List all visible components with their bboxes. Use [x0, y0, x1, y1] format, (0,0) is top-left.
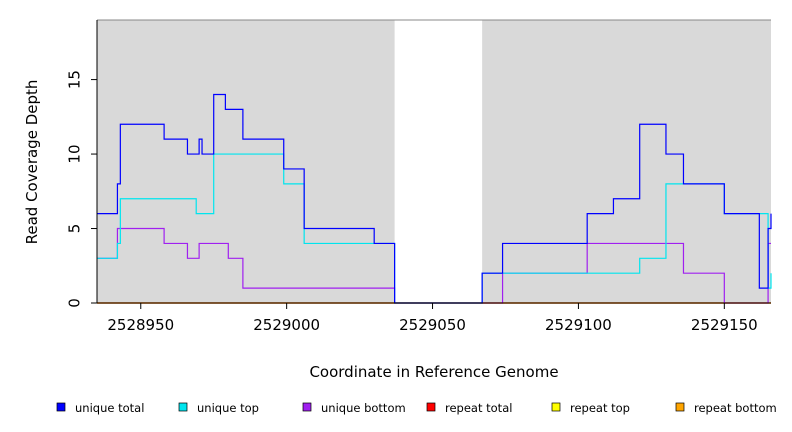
legend-label: repeat total: [445, 401, 512, 415]
series-unique-total: [97, 93, 772, 304]
y-tick-label: 15: [65, 70, 83, 89]
x-axis-title: Coordinate in Reference Genome: [309, 363, 558, 381]
legend-label: unique bottom: [321, 401, 406, 415]
y-axis-title: Read Coverage Depth: [23, 80, 41, 245]
legend-swatch: [178, 402, 188, 412]
legend-label: repeat top: [570, 401, 630, 415]
x-tick-label: 2529050: [399, 316, 466, 334]
y-tick-label: 10: [65, 145, 83, 164]
x-tick-label: 2529150: [691, 316, 758, 334]
shaded-region-0: [97, 20, 395, 303]
x-tick-label: 2529000: [253, 316, 320, 334]
x-tick-label: 2528950: [107, 316, 174, 334]
legend-swatch: [426, 402, 436, 412]
legend-swatch: [551, 402, 561, 412]
legend-swatch: [56, 402, 66, 412]
legend: unique total unique top unique bottom repea…: [56, 401, 777, 415]
legend-swatch: [675, 402, 685, 412]
series-unique-bottom: [97, 227, 771, 304]
x-tick-label: 2529100: [545, 316, 612, 334]
plot-background: [97, 20, 771, 303]
legend-swatch: [302, 402, 312, 412]
legend-label: repeat bottom: [694, 401, 777, 415]
y-tick-label: 0: [65, 298, 83, 308]
legend-label: unique total: [75, 401, 144, 415]
legend-label: unique top: [197, 401, 259, 415]
axes: 0 5 10 15 2528950 2529000 2529050 2529100 252915…: [65, 19, 771, 334]
shaded-region-1: [482, 20, 771, 303]
y-tick-label: 5: [65, 224, 83, 234]
